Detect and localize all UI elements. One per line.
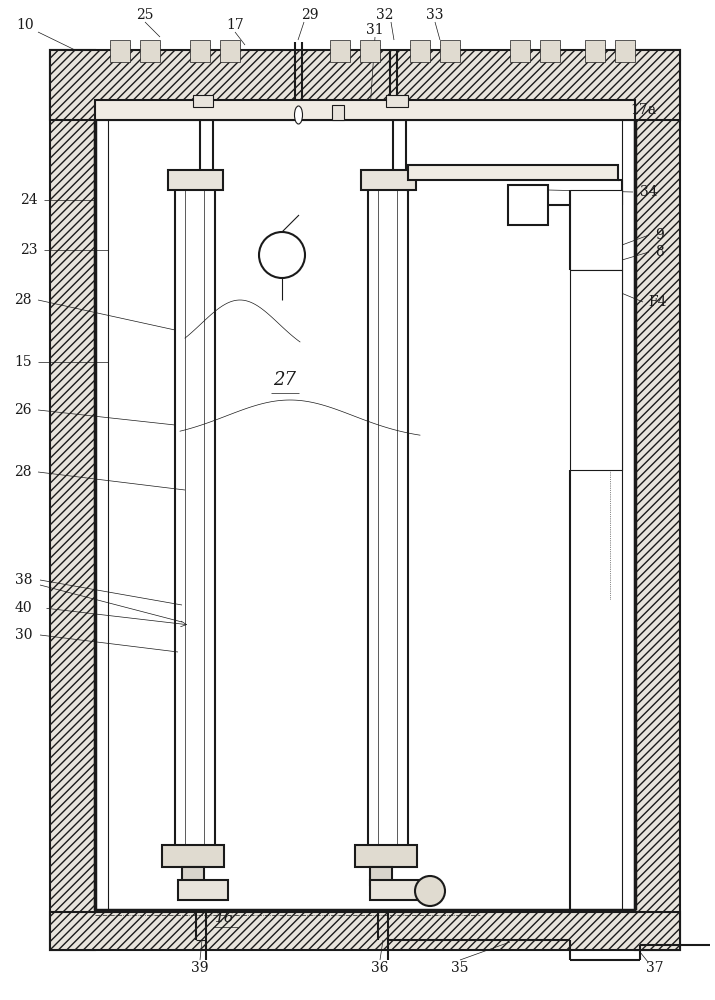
Bar: [615, 40, 635, 62]
Bar: [635, 50, 680, 950]
Bar: [370, 867, 392, 885]
Bar: [330, 40, 350, 62]
Bar: [168, 170, 223, 190]
Ellipse shape: [295, 106, 302, 124]
Bar: [370, 880, 435, 900]
Bar: [140, 40, 160, 62]
Bar: [95, 100, 635, 120]
Text: 29: 29: [301, 8, 319, 22]
Bar: [50, 50, 95, 950]
Bar: [332, 105, 344, 120]
Bar: [360, 40, 380, 62]
Text: 32: 32: [376, 8, 394, 22]
Bar: [355, 845, 417, 867]
Bar: [193, 95, 213, 107]
Bar: [110, 40, 130, 62]
Bar: [178, 880, 228, 900]
Bar: [440, 40, 460, 62]
Text: 17a: 17a: [630, 103, 656, 117]
Text: 33: 33: [426, 8, 444, 22]
Text: F4: F4: [648, 295, 666, 309]
Bar: [386, 95, 408, 107]
Text: 39: 39: [191, 961, 209, 975]
Bar: [410, 40, 430, 62]
Text: 34: 34: [640, 185, 658, 199]
Bar: [408, 165, 618, 180]
Bar: [540, 40, 560, 62]
Bar: [361, 170, 416, 190]
Bar: [182, 867, 204, 885]
Text: 38: 38: [14, 573, 32, 587]
Text: 8: 8: [655, 245, 664, 259]
Text: 17: 17: [226, 18, 244, 32]
Text: 27: 27: [274, 371, 297, 389]
Text: 15: 15: [14, 355, 32, 369]
Bar: [508, 185, 548, 225]
Text: 31: 31: [366, 23, 384, 37]
Bar: [50, 50, 680, 120]
Bar: [570, 270, 622, 470]
Text: 30: 30: [14, 628, 32, 642]
Text: 28: 28: [14, 465, 32, 479]
Bar: [510, 40, 530, 62]
Bar: [190, 40, 210, 62]
Bar: [162, 845, 224, 867]
Text: 26: 26: [14, 403, 32, 417]
Text: 37: 37: [646, 961, 664, 975]
Text: 16: 16: [215, 911, 235, 925]
Bar: [570, 190, 622, 270]
Text: 9: 9: [655, 228, 664, 242]
Text: 24: 24: [20, 193, 38, 207]
Bar: [220, 40, 240, 62]
Bar: [585, 40, 605, 62]
Text: 23: 23: [21, 243, 38, 257]
Bar: [95, 120, 635, 910]
Text: 25: 25: [137, 8, 154, 22]
Text: 35: 35: [451, 961, 469, 975]
Text: 28: 28: [14, 293, 32, 307]
Text: 40: 40: [14, 601, 32, 615]
Circle shape: [415, 876, 445, 906]
Text: 10: 10: [16, 18, 34, 32]
Text: 36: 36: [371, 961, 389, 975]
Bar: [50, 912, 680, 950]
Circle shape: [259, 232, 305, 278]
